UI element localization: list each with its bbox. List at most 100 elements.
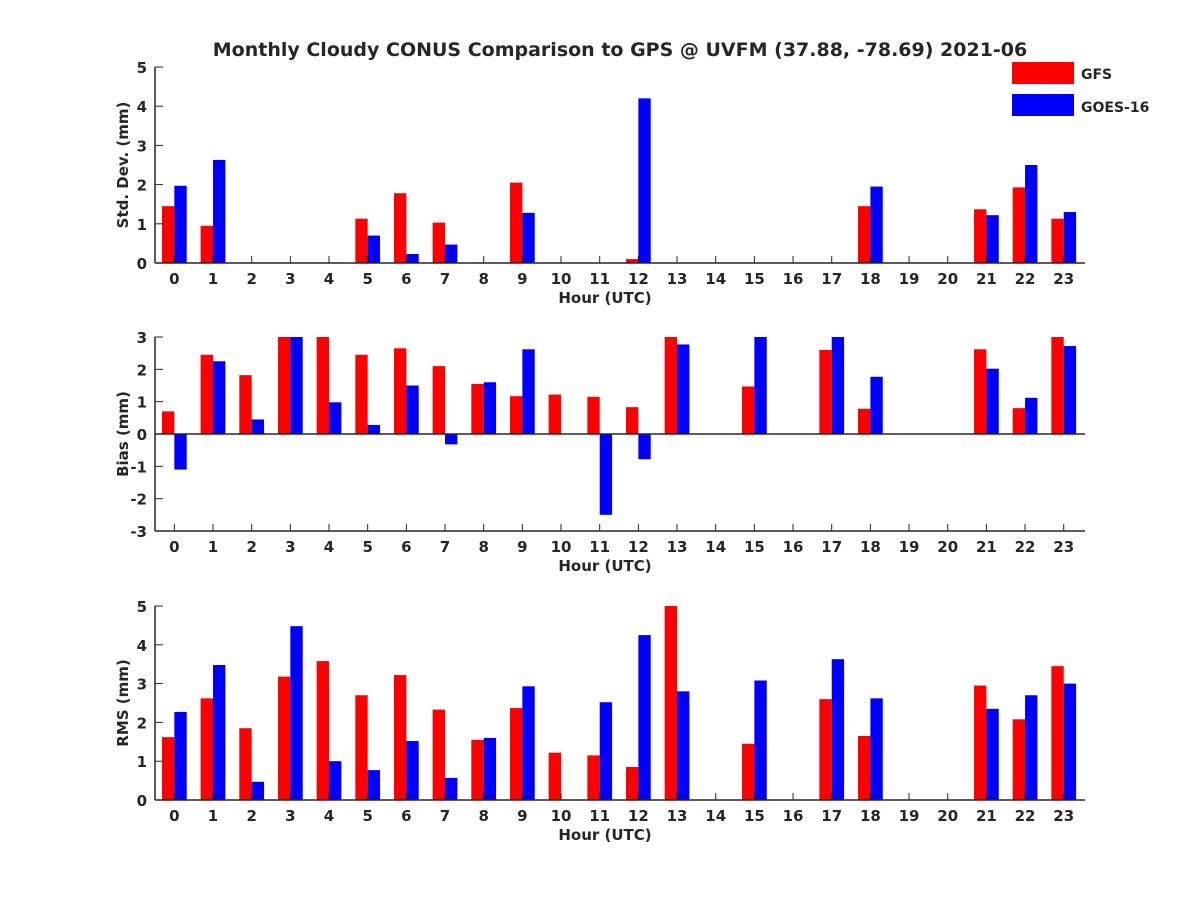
y-tick-label: -3 [130,523,147,541]
x-tick-label: 3 [285,538,295,556]
bar-gfs-hour-15 [742,743,755,800]
x-tick-label: 9 [517,807,527,825]
x-tick-label: 2 [246,807,256,825]
bar-gfs-hour-5 [355,218,368,263]
x-tick-label: 11 [589,807,610,825]
bar-goes16-hour-18 [870,186,883,263]
bar-gfs-hour-2 [239,728,252,800]
bar-gfs-hour-0 [161,737,175,800]
y-tick-label: 0 [137,255,147,273]
bar-goes16-hour-4 [329,402,342,434]
x-tick-label: 21 [976,807,997,825]
x-tick-label: 3 [285,270,295,288]
x-tick-label: 17 [821,538,842,556]
y-tick-label: 5 [137,59,147,77]
legend-item-goes16: GOES-16 [1012,94,1149,116]
bar-gfs-hour-23 [1051,666,1064,800]
bar-gfs-hour-12 [625,407,639,434]
x-tick-label: 14 [705,538,726,556]
bar-goes16-hour-0 [174,434,187,470]
bar-goes16-hour-23 [1063,346,1077,434]
x-tick-label: 23 [1053,270,1074,288]
x-tick-label: 14 [705,270,726,288]
y-tick-label: 0 [137,426,147,444]
bar-goes16-hour-2 [251,419,265,434]
x-tick-label: 23 [1053,538,1074,556]
bar-gfs-hour-23 [1051,218,1064,263]
bar-gfs-hour-5 [355,354,368,434]
y-tick-label: 2 [137,714,147,732]
bar-gfs-hour-22 [1012,187,1026,263]
bar-goes16-hour-6 [406,385,419,434]
x-tick-label: 19 [899,538,920,556]
x-tick-label: 18 [860,538,881,556]
bar-gfs-hour-1 [200,354,214,434]
bar-goes16-hour-1 [213,159,226,263]
legend-swatch-goes16 [1012,94,1074,116]
bar-gfs-hour-9 [509,708,523,800]
bar-gfs-hour-10 [548,752,562,800]
x-tick-label: 1 [208,538,218,556]
bar-gfs-hour-7 [432,366,446,434]
x-tick-label: 13 [667,807,688,825]
bar-gfs-hour-0 [161,206,175,263]
bar-gfs-hour-15 [742,386,755,434]
legend-swatch-gfs [1012,62,1074,84]
x-tick-label: 21 [976,270,997,288]
x-tick-label: 19 [899,270,920,288]
x-tick-label: 5 [362,538,372,556]
x-tick-label: 0 [169,270,179,288]
y-tick-label: 1 [137,753,147,771]
legend: GFS GOES-16 [1012,62,1149,116]
y-axis-label: Std. Dev. (mm) [114,102,132,229]
bar-goes16-hour-5 [367,424,381,434]
x-tick-label: 10 [551,538,572,556]
x-axis-label: Hour (UTC) [558,826,651,844]
x-tick-label: 0 [169,538,179,556]
x-tick-label: 0 [169,807,179,825]
bar-gfs-hour-11 [587,396,600,434]
x-tick-label: 7 [440,270,450,288]
bar-gfs-hour-2 [239,375,252,434]
x-tick-label: 23 [1053,807,1074,825]
bar-gfs-hour-3 [277,676,291,800]
x-tick-label: 13 [667,538,688,556]
bar-goes16-hour-15 [754,680,767,800]
bar-goes16-hour-22 [1025,397,1038,434]
bar-gfs-hour-3 [277,337,291,434]
bar-goes16-hour-13 [677,691,690,800]
x-tick-label: 22 [1015,270,1036,288]
x-tick-label: 12 [628,807,649,825]
bar-gfs-hour-12 [625,767,639,800]
x-tick-label: 8 [478,807,488,825]
x-tick-label: 8 [478,270,488,288]
bar-goes16-hour-2 [251,781,265,800]
x-tick-label: 10 [551,270,572,288]
y-tick-label: 5 [137,598,147,616]
x-tick-label: 2 [246,538,256,556]
bar-goes16-hour-9 [522,349,535,434]
bar-gfs-hour-1 [200,225,214,263]
bar-gfs-hour-10 [548,394,562,434]
bar-gfs-hour-4 [316,337,330,434]
bar-gfs-hour-9 [509,396,523,434]
bar-gfs-hour-21 [974,685,987,800]
x-axis-label: Hour (UTC) [558,557,651,575]
bar-gfs-hour-6 [393,348,407,434]
bar-gfs-hour-22 [1012,408,1026,434]
bar-goes16-hour-8 [483,737,497,800]
x-tick-label: 9 [517,538,527,556]
x-tick-label: 15 [744,538,765,556]
bar-goes16-hour-22 [1025,695,1038,800]
bar-gfs-hour-18 [858,735,871,800]
bar-goes16-hour-21 [986,215,999,263]
bar-goes16-hour-7 [445,777,458,800]
bar-goes16-hour-4 [329,761,342,800]
y-tick-label: 0 [137,792,147,810]
x-tick-label: 4 [324,538,334,556]
bar-gfs-hour-18 [858,206,871,263]
bar-goes16-hour-12 [638,635,651,800]
